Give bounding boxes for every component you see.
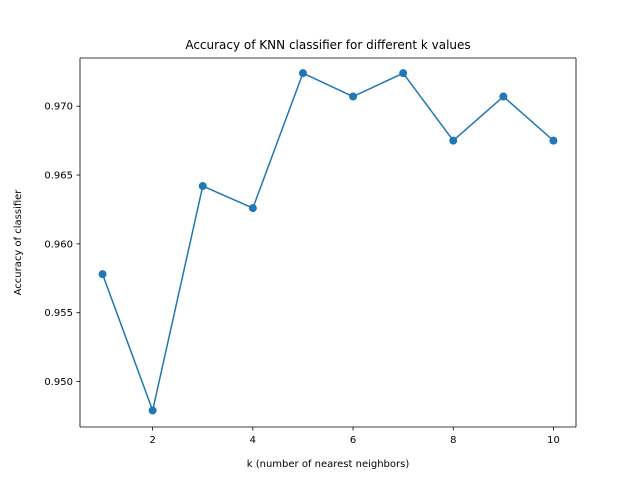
x-axis-label: k (number of nearest neighbors) <box>247 459 410 470</box>
series-line <box>101 72 554 412</box>
data-point <box>349 92 358 101</box>
data-point <box>198 182 207 191</box>
x-tick-label: 10 <box>547 435 560 446</box>
plot-area <box>80 58 576 427</box>
data-point <box>148 406 157 415</box>
y-tick-label: 0.970 <box>44 102 73 113</box>
data-point <box>399 69 408 78</box>
data-point <box>499 92 508 101</box>
x-tick-label: 8 <box>450 435 456 446</box>
data-point <box>98 270 107 279</box>
data-point <box>549 136 558 145</box>
x-axis-ticks: 2 4 6 8 10 <box>149 427 560 446</box>
data-point <box>248 204 257 213</box>
y-tick-label: 0.965 <box>44 171 73 182</box>
y-axis-ticks: 0.950 0.955 0.960 0.965 0.970 <box>44 102 80 388</box>
chart-title: Accuracy of KNN classifier for different… <box>185 38 470 52</box>
y-tick-label: 0.960 <box>44 239 73 250</box>
x-tick-label: 6 <box>350 435 356 446</box>
y-tick-label: 0.955 <box>44 308 73 319</box>
x-tick-label: 2 <box>149 435 155 446</box>
y-tick-label: 0.950 <box>44 377 73 388</box>
series-layer <box>98 69 558 415</box>
data-point <box>449 136 458 145</box>
data-point <box>298 69 307 78</box>
y-axis-label: Accuracy of classifier <box>13 189 24 296</box>
x-tick-label: 4 <box>250 435 256 446</box>
